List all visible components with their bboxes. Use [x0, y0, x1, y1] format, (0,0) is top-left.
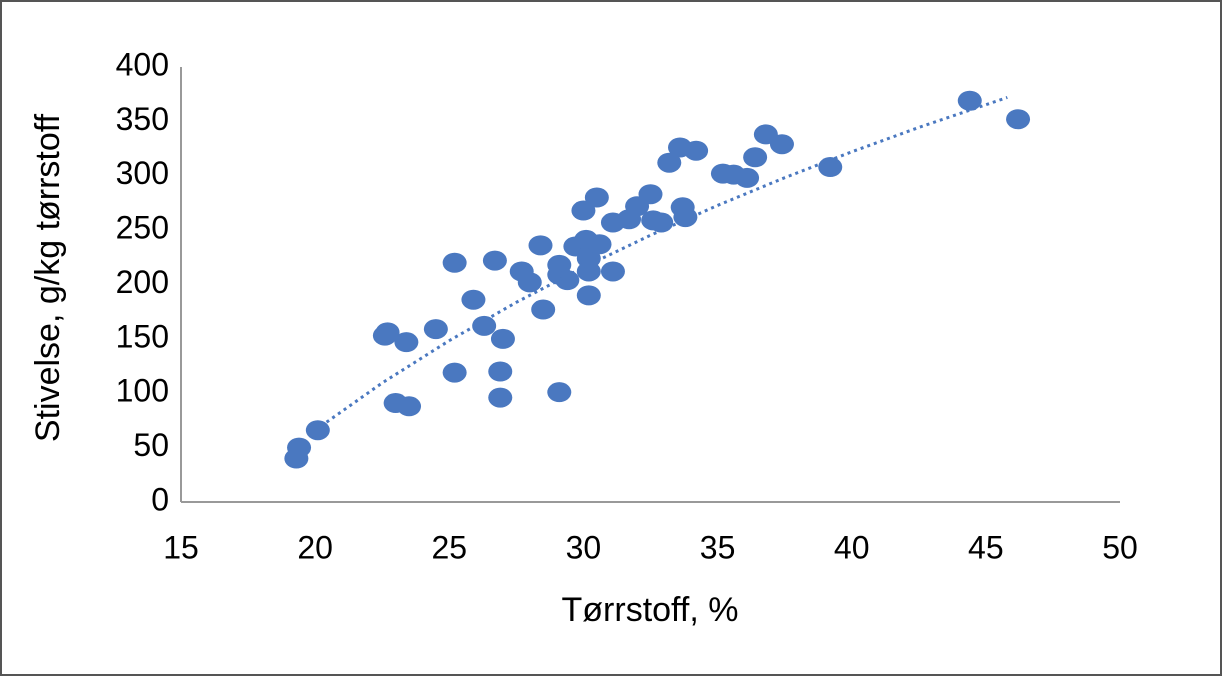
point: [684, 140, 709, 161]
y-tick-label: 150: [116, 318, 169, 354]
point: [423, 319, 448, 340]
x-tick-label: 35: [700, 529, 736, 565]
point: [394, 332, 419, 353]
point: [482, 250, 507, 271]
point: [517, 272, 542, 293]
point: [397, 396, 422, 417]
x-tick-label: 15: [163, 529, 199, 565]
point: [638, 184, 663, 205]
point: [769, 134, 794, 155]
y-tick-label: 400: [116, 46, 169, 82]
point: [461, 289, 486, 310]
point: [375, 322, 400, 343]
point: [442, 362, 467, 383]
point: [555, 270, 580, 291]
point: [490, 328, 515, 349]
point: [1006, 109, 1031, 130]
x-tick-label: 40: [834, 529, 870, 565]
y-tick-label: 200: [116, 264, 169, 300]
y-tick-label: 50: [133, 427, 169, 463]
point: [305, 420, 330, 441]
y-axis-title: Stivelse, g/kg tørrstoff: [29, 113, 67, 442]
point: [584, 187, 609, 208]
point: [957, 90, 982, 111]
point: [576, 285, 601, 306]
y-tick-label: 250: [116, 210, 169, 246]
point: [488, 387, 513, 408]
y-tick-label: 300: [116, 155, 169, 191]
point: [442, 252, 467, 273]
point: [735, 167, 760, 188]
point: [571, 200, 596, 221]
point: [528, 235, 553, 256]
y-tick-label: 350: [116, 101, 169, 137]
point: [287, 437, 312, 458]
x-tick-label: 25: [431, 529, 467, 565]
point: [600, 261, 625, 282]
point: [488, 361, 513, 382]
y-tick-label: 100: [116, 373, 169, 409]
point: [576, 261, 601, 282]
point: [743, 147, 768, 168]
point: [657, 152, 682, 173]
x-tick-label: 50: [1102, 529, 1138, 565]
x-tick-label: 45: [968, 529, 1004, 565]
point: [547, 382, 572, 403]
y-tick-label: 0: [151, 481, 169, 517]
trendline: [314, 96, 1008, 432]
x-tick-label: 20: [297, 529, 333, 565]
point: [587, 234, 612, 255]
x-tick-label: 30: [566, 529, 602, 565]
x-axis-title: Tørrstoff, %: [562, 591, 739, 629]
point: [818, 157, 843, 178]
point: [472, 315, 497, 336]
point: [531, 299, 556, 320]
